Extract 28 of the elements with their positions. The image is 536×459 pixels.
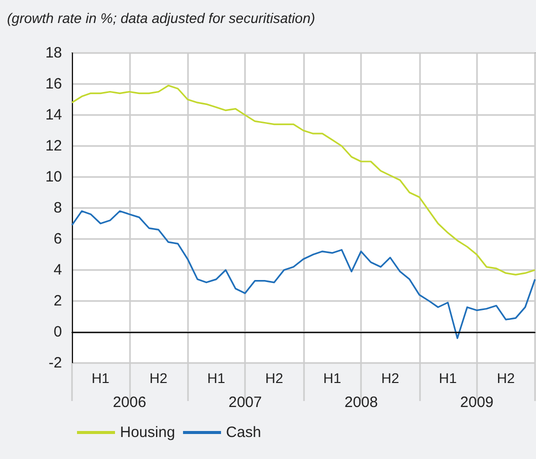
x-tick-label: H1	[438, 370, 458, 386]
legend-label: Cash	[226, 424, 262, 441]
y-tick-label: 10	[45, 168, 62, 186]
line-series	[71, 84, 536, 276]
y-tick-label: 18	[45, 44, 62, 62]
x-tick-label: H2	[381, 370, 400, 386]
line-series	[71, 210, 536, 339]
x-tick-label: H1	[207, 370, 226, 386]
legend-label: Housing	[120, 424, 176, 441]
y-tick-label: 12	[45, 138, 62, 154]
x-tick-label: H1	[323, 370, 342, 386]
y-tick-label: 4	[54, 262, 62, 278]
y-tick-label: 6	[54, 230, 62, 248]
y-tick-label: 8	[54, 200, 62, 216]
y-tick-label: 16	[45, 76, 62, 92]
x-tick-label: H2	[265, 370, 284, 386]
text: 2008	[344, 394, 378, 411]
text: 2007	[228, 394, 262, 411]
y-tick-label: 2	[54, 292, 62, 310]
text: 2009	[460, 394, 494, 411]
y-tick-label: 14	[45, 106, 62, 124]
y-tick-label: 0	[54, 324, 62, 340]
chart-title: (growth rate in %; data adjusted for securitisation)	[7, 10, 316, 26]
x-tick-label: H2	[496, 370, 515, 386]
y-tick-label: -2	[48, 354, 62, 372]
x-tick-label: H2	[150, 370, 168, 386]
x-tick-label: H1	[92, 370, 110, 386]
text: 2006	[112, 394, 146, 411]
